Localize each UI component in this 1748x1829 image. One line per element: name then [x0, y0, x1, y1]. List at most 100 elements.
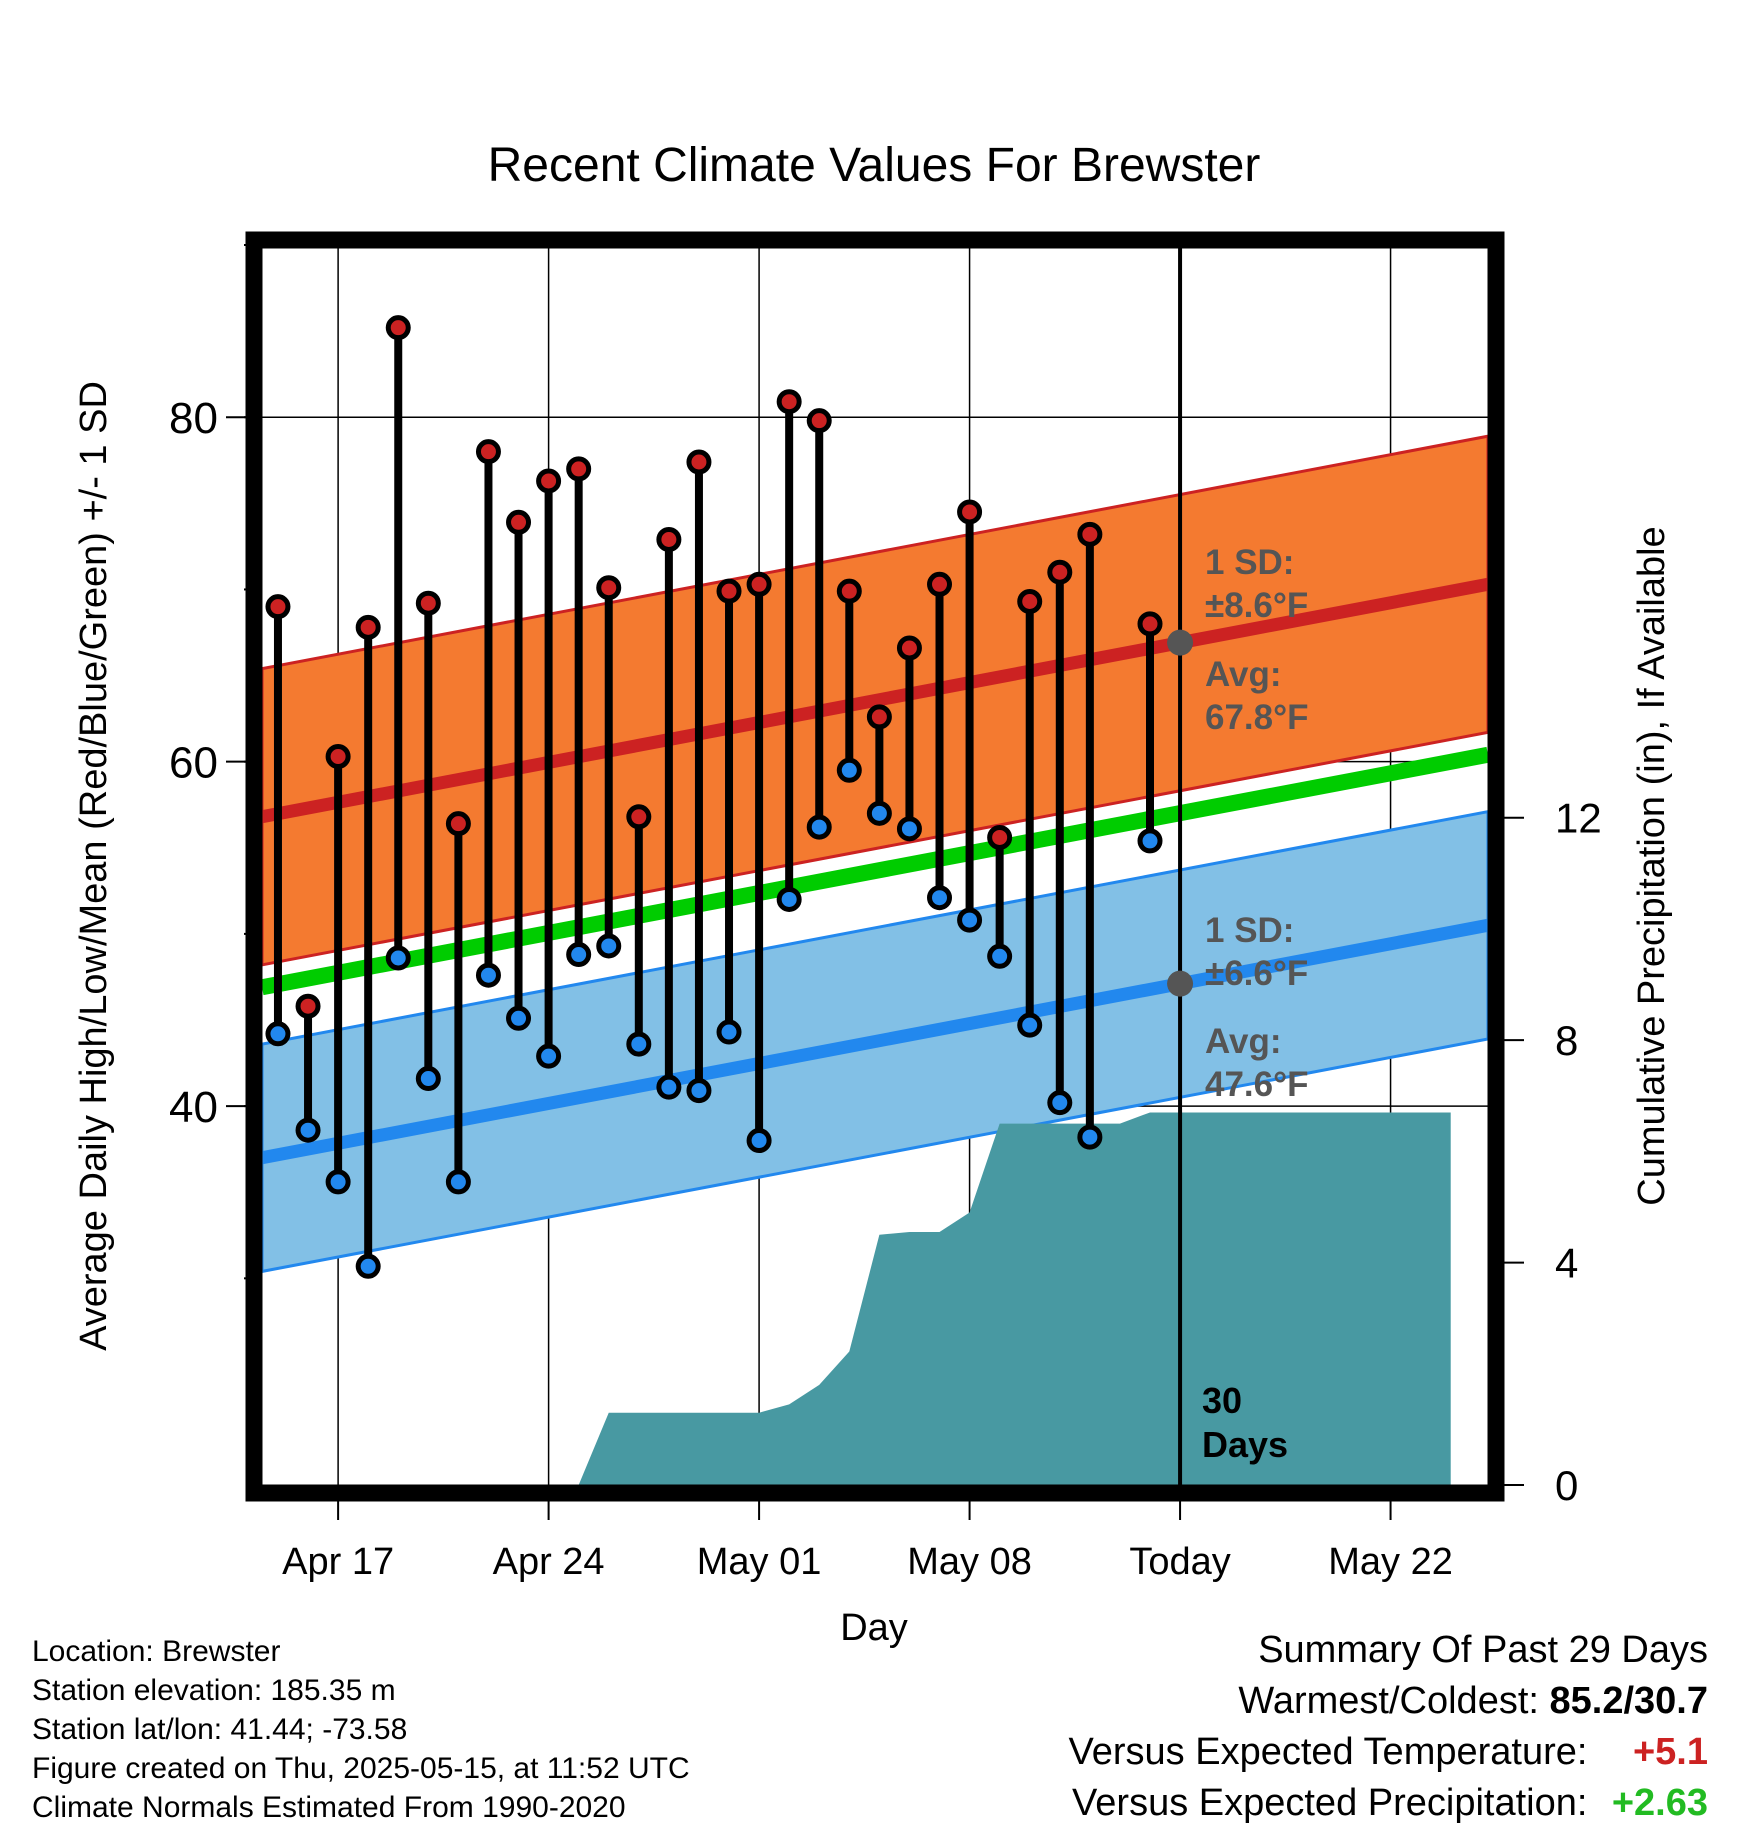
low-point — [866, 800, 892, 826]
days-label-text: Days — [1202, 1424, 1288, 1465]
high-point — [1137, 611, 1163, 637]
high-sd-label: 1 SD: — [1205, 543, 1294, 582]
today-low-avg-marker — [1167, 970, 1194, 997]
y-left-tick-label: 40 — [169, 1083, 218, 1132]
y-left-tick-label: 80 — [169, 394, 218, 443]
normals-text: Climate Normals Estimated From 1990-2020 — [32, 1791, 626, 1824]
low-point — [746, 1128, 772, 1154]
y-right-tick-label: 0 — [1555, 1462, 1578, 1509]
low-point — [686, 1078, 712, 1104]
x-tick-label: May 22 — [1328, 1541, 1453, 1583]
station-info: Location: Brewster Station elevation: 18… — [32, 1632, 690, 1827]
high-point — [1047, 559, 1073, 585]
high-point — [776, 389, 802, 415]
low-point — [415, 1066, 441, 1092]
low-point — [265, 1021, 291, 1047]
low-point — [475, 962, 501, 988]
low-point — [987, 943, 1013, 969]
high-point — [656, 527, 682, 552]
plot-frame — [245, 231, 1505, 1502]
precip-area — [548, 1112, 1451, 1485]
low-point — [957, 907, 983, 933]
temp-anomaly-row: Versus Expected Temperature: +5.1 — [1069, 1727, 1708, 1778]
location-text: Location: Brewster — [32, 1635, 281, 1668]
summary-panel: Summary Of Past 29 Days Warmest/Coldest:… — [1069, 1625, 1708, 1829]
warm-cold-row: Warmest/Coldest: 85.2/30.7 — [1069, 1676, 1708, 1727]
low-point — [566, 942, 592, 968]
high-point — [927, 571, 953, 597]
low-point — [295, 1117, 321, 1143]
high-point — [806, 408, 832, 434]
high-point — [445, 811, 471, 837]
high-point — [415, 590, 441, 616]
warm-cold-value: 85.2/30.7 — [1549, 1680, 1708, 1722]
high-sd-value: ±8.6°F — [1205, 586, 1308, 625]
high-avg-value: 67.8°F — [1205, 698, 1309, 737]
x-tick-label: Today — [1129, 1541, 1230, 1583]
low-point — [927, 885, 953, 911]
low-point — [1137, 828, 1163, 854]
low-point — [806, 814, 832, 840]
x-axis-title: Day — [840, 1607, 908, 1649]
summary-title: Summary Of Past 29 Days — [1258, 1629, 1708, 1671]
low-point — [776, 886, 802, 912]
low-point — [1077, 1124, 1103, 1150]
high-point — [355, 614, 381, 640]
high-point — [1017, 589, 1043, 614]
high-point — [626, 804, 652, 830]
low-point — [445, 1169, 471, 1195]
low-avg-line — [262, 918, 1488, 1165]
precip-anomaly-label: Versus Expected Precipitation: — [1072, 1782, 1588, 1824]
days-label-number: 30 — [1202, 1380, 1242, 1421]
x-tick-label: Apr 17 — [282, 1541, 394, 1583]
precip-anomaly-row: Versus Expected Precipitation: +2.63 — [1069, 1778, 1708, 1829]
low-point — [506, 1005, 532, 1031]
low-point — [385, 945, 411, 971]
high-point — [746, 571, 772, 597]
high-point — [596, 575, 622, 601]
high-point — [295, 993, 321, 1019]
high-point — [896, 635, 922, 661]
temp-anomaly-label: Versus Expected Temperature: — [1068, 1731, 1588, 1773]
high-point — [385, 315, 411, 341]
low-point — [596, 933, 622, 959]
x-tick-label: May 01 — [697, 1541, 822, 1583]
low-point — [716, 1019, 742, 1045]
high-avg-label: Avg: — [1205, 655, 1281, 694]
low-point — [656, 1074, 682, 1100]
x-tick-label: May 08 — [907, 1541, 1032, 1583]
high-point — [566, 456, 592, 482]
low-sd-label: 1 SD: — [1205, 911, 1294, 950]
low-avg-value: 47.6°F — [1205, 1065, 1309, 1104]
low-point — [1047, 1090, 1073, 1116]
warm-cold-label: Warmest/Coldest: — [1238, 1680, 1539, 1722]
low-point — [1017, 1012, 1043, 1038]
y-left-axis-title: Average Daily High/Low/Mean (Red/Blue/Gr… — [73, 381, 115, 1351]
high-avg-line — [262, 577, 1488, 824]
low-avg-label: Avg: — [1205, 1022, 1281, 1061]
plot-area — [262, 248, 1488, 1485]
high-point — [836, 578, 862, 604]
elevation-text: Station elevation: 185.35 m — [32, 1674, 396, 1707]
high-point — [716, 578, 742, 604]
high-point — [325, 744, 351, 769]
latlon-text: Station lat/lon: 41.44; -73.58 — [32, 1713, 408, 1746]
y-right-tick-label: 4 — [1555, 1240, 1578, 1287]
chart-title: Recent Climate Values For Brewster — [488, 139, 1261, 192]
low-point — [325, 1169, 351, 1195]
today-high-avg-marker — [1167, 629, 1194, 656]
high-point — [987, 824, 1013, 850]
low-point — [626, 1031, 652, 1057]
low-sd-value: ±6.6°F — [1205, 954, 1308, 993]
high-point — [506, 509, 532, 535]
high-point — [536, 468, 562, 494]
y-left-tick-label: 60 — [169, 739, 218, 788]
y-right-tick-label: 8 — [1555, 1017, 1578, 1064]
x-tick-label: Apr 24 — [493, 1541, 605, 1583]
high-point — [265, 594, 291, 620]
high-point — [475, 439, 501, 465]
low-point — [836, 757, 862, 783]
created-text: Figure created on Thu, 2025-05-15, at 11… — [32, 1752, 690, 1785]
low-point — [355, 1253, 381, 1279]
